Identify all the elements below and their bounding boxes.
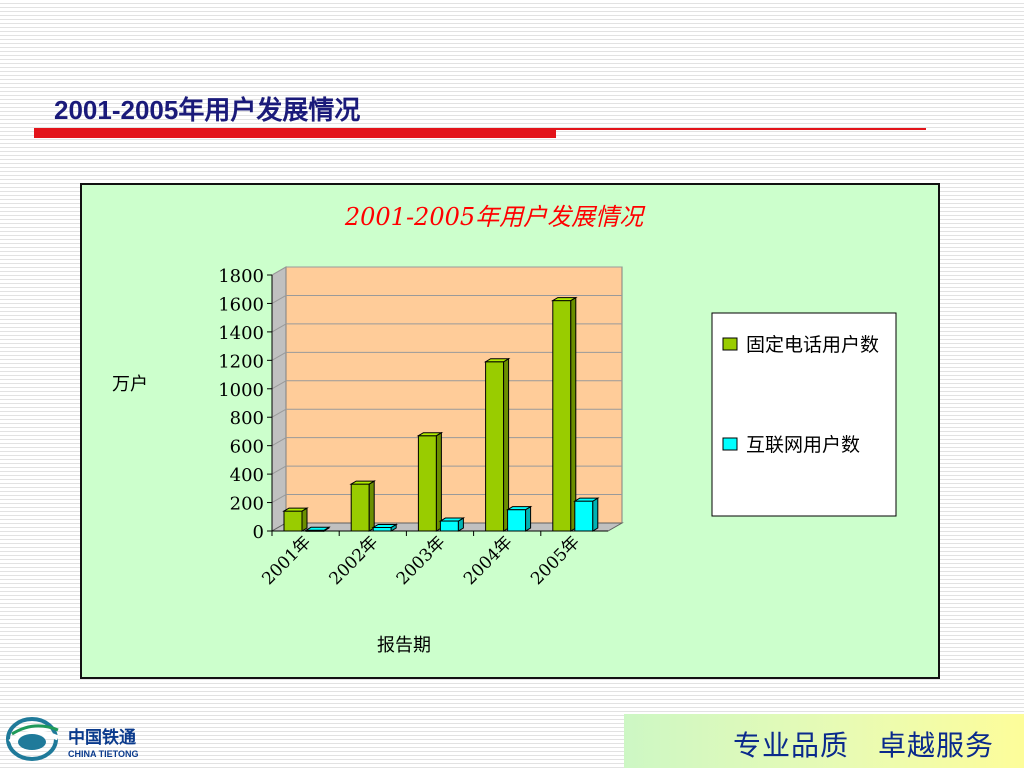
bar-front-face — [350, 483, 370, 532]
gridline-side — [271, 295, 287, 304]
y-tick-label: 1800 — [218, 266, 264, 287]
plot-side-wall — [271, 266, 287, 532]
gridline-side — [271, 266, 287, 276]
company-logo: 中国铁通 CHINA TIETONG — [6, 717, 139, 761]
y-tick-label: 600 — [230, 437, 264, 458]
legend-box — [711, 312, 897, 517]
x-tick-label: 2005年 — [527, 532, 584, 589]
bar-side-face — [592, 497, 599, 532]
chart-title: 2001-2005年用户发展情况 — [344, 203, 646, 231]
bar-front-face — [417, 435, 437, 532]
y-tick-label: 1000 — [218, 380, 264, 401]
gridline-side — [271, 323, 287, 333]
slide-title: 2001-2005年用户发展情况 — [54, 95, 361, 125]
bar-top-face — [505, 506, 533, 511]
bar-front-face — [507, 509, 527, 532]
x-tick-label: 2001年 — [258, 532, 315, 589]
y-tick-label: 1600 — [218, 294, 264, 315]
gridline-side — [271, 351, 287, 361]
y-tick-label: 400 — [230, 465, 264, 486]
bar-top-face — [304, 526, 331, 531]
bar-fixed-2005年 — [550, 296, 578, 532]
bar-top-face — [282, 507, 309, 512]
bar-front-face — [283, 510, 303, 532]
y-axis-label: 万户 — [112, 374, 148, 395]
x-tick-label: 2004年 — [460, 532, 517, 589]
slogan-text: 专业品质 卓越服务 — [732, 729, 994, 762]
gridline-side — [271, 465, 287, 475]
bar-front-face — [552, 300, 572, 532]
gridline-side — [271, 380, 287, 390]
bar-side-face — [368, 480, 375, 532]
bar-fixed-2002年 — [349, 480, 377, 532]
bar-front-face — [485, 361, 505, 532]
bar-fixed-2004年 — [483, 357, 511, 532]
bar-internet-2002年 — [371, 523, 399, 532]
bar-top-face — [349, 480, 377, 485]
bar-internet-2003年 — [438, 517, 466, 532]
bar-top-face — [483, 358, 511, 363]
bar-top-face — [550, 297, 578, 302]
title-underline-thin — [556, 128, 926, 130]
legend-swatch-1 — [722, 437, 738, 451]
bar-fixed-2003年 — [416, 431, 444, 532]
chart-panel: 0 200 400 600 800 1000 1200 1400 1600 1800 2001年 20… — [80, 183, 940, 679]
y-tick-label: 1400 — [218, 323, 264, 344]
bar-front-face — [372, 526, 392, 532]
y-tick-label: 800 — [230, 408, 264, 429]
bar-internet-2005年 — [572, 497, 600, 532]
title-underline-thick — [34, 128, 556, 138]
bar-top-face — [371, 523, 399, 528]
bar-top-face — [438, 517, 466, 522]
y-tick-label: 0 — [253, 522, 264, 543]
footer-band: 专业品质 卓越服务 — [624, 714, 1024, 768]
logo-english-text: CHINA TIETONG — [68, 749, 139, 759]
bar-top-face — [416, 432, 444, 437]
y-tick-label: 200 — [230, 494, 264, 515]
logo-chinese-text: 中国铁通 — [68, 727, 136, 748]
bar-front-face — [439, 520, 459, 532]
legend-swatch-0 — [722, 337, 738, 351]
bar-side-face — [301, 507, 308, 532]
x-axis-label: 报告期 — [377, 635, 431, 656]
logo-emblem-icon — [6, 717, 60, 761]
gridline-side — [271, 408, 287, 418]
legend-label: 固定电话用户数 — [746, 334, 879, 356]
gridline-side — [271, 437, 287, 447]
bar-top-face — [572, 497, 600, 502]
bar-fixed-2001年 — [282, 507, 309, 532]
bar-front-face — [574, 500, 594, 532]
y-tick-label: 1200 — [218, 351, 264, 372]
legend-label: 互联网用户数 — [746, 434, 860, 456]
bar-side-face — [525, 505, 532, 532]
bar-internet-2004年 — [505, 505, 533, 532]
bar-side-face — [570, 296, 577, 532]
x-tick-label: 2003年 — [393, 532, 450, 589]
bar-side-face — [435, 431, 442, 532]
bar-side-face — [503, 357, 510, 532]
x-tick-label: 2002年 — [326, 532, 383, 589]
gridline-side — [271, 494, 287, 503]
